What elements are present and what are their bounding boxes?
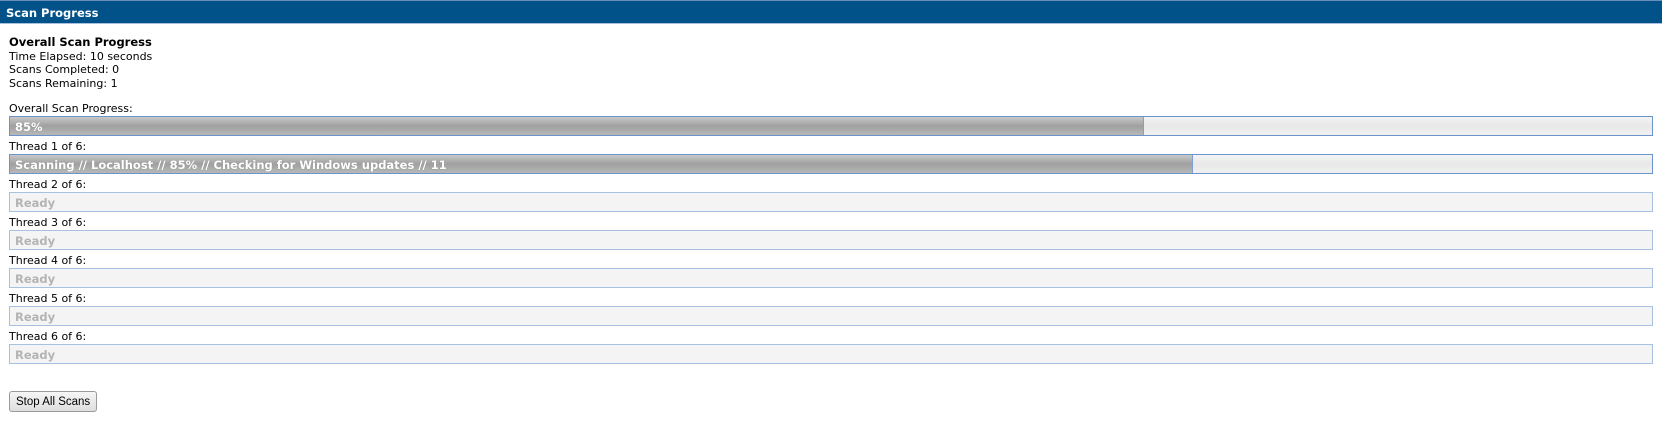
title-bar: Scan Progress xyxy=(0,0,1662,24)
stop-all-scans-button[interactable]: Stop All Scans xyxy=(9,391,98,412)
thread-progress-bar: Ready xyxy=(9,230,1653,250)
thread-progress-bar: Scanning // Localhost // 85% // Checking… xyxy=(9,154,1653,174)
thread-status-text: Ready xyxy=(15,234,56,248)
thread-status-text: Ready xyxy=(15,196,56,210)
thread-progress-bar: Ready xyxy=(9,344,1653,364)
time-elapsed: Time Elapsed: 10 seconds xyxy=(9,49,153,63)
thread-status-text: Ready xyxy=(15,272,56,286)
thread-status-text: Ready xyxy=(15,348,56,362)
scans-remaining: Scans Remaining: 1 xyxy=(9,76,118,90)
summary-title: Overall Scan Progress xyxy=(9,35,152,49)
window-title: Scan Progress xyxy=(6,6,99,20)
thread-progress-bar: Ready xyxy=(9,268,1653,288)
thread-label: Thread 4 of 6: xyxy=(9,254,87,267)
scan-summary: Overall Scan Progress Time Elapsed: 10 s… xyxy=(9,35,153,90)
thread-status-text: Ready xyxy=(15,310,56,324)
thread-status-text: Scanning // Localhost // 85% // Checking… xyxy=(15,158,447,172)
overall-progress-bar: 85% xyxy=(9,116,1653,136)
thread-progress-fill xyxy=(10,155,1194,173)
scans-completed: Scans Completed: 0 xyxy=(9,63,120,76)
overall-progress-fill xyxy=(10,117,1144,135)
thread-label: Thread 5 of 6: xyxy=(9,292,87,305)
thread-label: Thread 2 of 6: xyxy=(9,178,87,191)
overall-progress-text: 85% xyxy=(15,120,43,134)
thread-progress-bar: Ready xyxy=(9,192,1653,212)
thread-progress-bar: Ready xyxy=(9,306,1653,326)
thread-label: Thread 1 of 6: xyxy=(9,140,87,153)
thread-label: Thread 6 of 6: xyxy=(9,330,87,343)
overall-progress-label: Overall Scan Progress: xyxy=(9,102,133,115)
thread-label: Thread 3 of 6: xyxy=(9,216,87,229)
